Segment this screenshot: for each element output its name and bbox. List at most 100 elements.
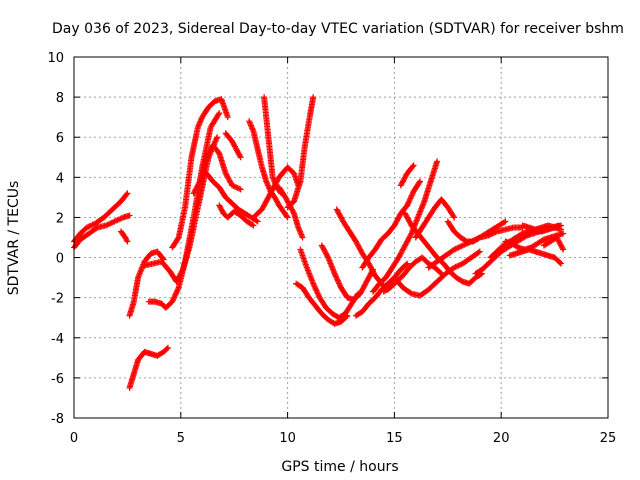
data-point <box>216 110 223 117</box>
data-point <box>179 267 186 274</box>
data-point <box>416 179 423 186</box>
series-arc-30 <box>412 196 458 241</box>
y-tick-label: 6 <box>56 131 64 146</box>
series-arc-4 <box>126 344 171 391</box>
data-point <box>123 191 130 198</box>
series-arc-31 <box>444 218 509 245</box>
series-arc-36 <box>519 222 565 235</box>
data-point <box>501 219 508 226</box>
data-point <box>253 217 260 224</box>
data-point <box>250 222 257 229</box>
x-tick-label: 10 <box>279 431 296 446</box>
data-point <box>164 344 171 351</box>
y-tick-label: 4 <box>56 171 64 186</box>
data-point <box>249 221 256 228</box>
data-point <box>324 253 331 260</box>
data-point <box>299 234 306 241</box>
data-point <box>437 269 444 276</box>
data-point <box>126 212 133 219</box>
series-arc-21 <box>333 206 391 293</box>
data-point <box>560 230 567 237</box>
data-point <box>451 214 458 221</box>
data-point <box>407 231 414 238</box>
data-point <box>93 225 100 232</box>
y-axis-label: SDTVAR / TECUs <box>6 181 22 296</box>
series-arc-3 <box>117 228 131 245</box>
data-point <box>283 213 290 220</box>
series-arc-11 <box>216 202 257 229</box>
plot-frame <box>73 56 609 419</box>
y-tick-label: 2 <box>56 211 64 226</box>
data-point <box>123 237 130 244</box>
data-point <box>163 345 170 352</box>
data-point <box>343 313 350 320</box>
data-point <box>475 249 482 256</box>
data-point <box>224 114 231 121</box>
data-point <box>174 235 181 242</box>
x-tick-label: 20 <box>493 431 510 446</box>
data-point <box>410 162 417 169</box>
series-arc-16 <box>284 94 317 211</box>
data-point <box>450 213 457 220</box>
data-point <box>556 259 563 266</box>
series-arc-35 <box>506 246 565 267</box>
x-axis-label: GPS time / hours <box>281 459 398 475</box>
x-tick-label: 0 <box>70 431 78 446</box>
data-point <box>214 134 221 141</box>
data-point <box>417 178 424 185</box>
series-arc-8 <box>169 96 231 251</box>
data-point <box>344 312 351 319</box>
gridlines <box>74 57 608 418</box>
data-point <box>124 238 131 245</box>
x-tick-label: 15 <box>386 431 403 446</box>
data-point <box>404 260 411 267</box>
data-point <box>558 222 565 229</box>
y-tick-label: 8 <box>56 91 64 106</box>
series-arc-1 <box>71 190 131 245</box>
series-arc-5 <box>126 248 167 319</box>
series-arc-23 <box>359 178 424 271</box>
data-point <box>237 154 244 161</box>
data-point <box>502 218 509 225</box>
y-tick-label: -4 <box>51 332 64 347</box>
series-arc-19 <box>293 280 351 327</box>
x-tick-label: 25 <box>600 431 617 446</box>
data-point <box>476 248 483 255</box>
y-tick-label: 10 <box>47 51 64 66</box>
series-arc-27 <box>402 210 485 287</box>
series-arc-10 <box>190 142 244 197</box>
data-point <box>560 246 567 253</box>
data-point <box>236 152 243 159</box>
data-point <box>434 158 441 165</box>
x-tick-label: 5 <box>177 431 185 446</box>
data-point <box>290 209 297 216</box>
data-point <box>407 289 414 296</box>
data-point <box>124 190 131 197</box>
data-point <box>196 179 203 186</box>
y-axis-ticks: -8 -6 -4 -2 0 2 4 6 8 10 <box>47 51 608 427</box>
data-point <box>310 94 317 101</box>
y-tick-label: -6 <box>51 372 64 387</box>
chart-title: Day 036 of 2023, Sidereal Day-to-day VTE… <box>52 21 624 37</box>
data-point <box>284 214 291 221</box>
series-arc-17 <box>276 184 306 241</box>
series-arc-12 <box>222 130 244 161</box>
x-axis-ticks: 0 5 10 15 20 25 <box>70 57 616 446</box>
data-point <box>559 245 566 252</box>
data-point <box>237 186 244 193</box>
data-point <box>558 260 565 267</box>
series-arc-25 <box>397 162 417 189</box>
data-point <box>403 261 410 268</box>
series-arc-29 <box>425 224 526 271</box>
y-tick-label: -2 <box>51 292 64 307</box>
data-points <box>71 94 567 391</box>
data-point <box>409 163 416 170</box>
data-point <box>215 111 222 118</box>
data-point <box>254 218 261 225</box>
series-arc-28 <box>391 248 483 299</box>
series-arc-2 <box>71 212 133 251</box>
series-arc-20 <box>318 242 377 303</box>
series-arc-14 <box>261 94 285 197</box>
y-tick-label: -8 <box>51 412 64 427</box>
